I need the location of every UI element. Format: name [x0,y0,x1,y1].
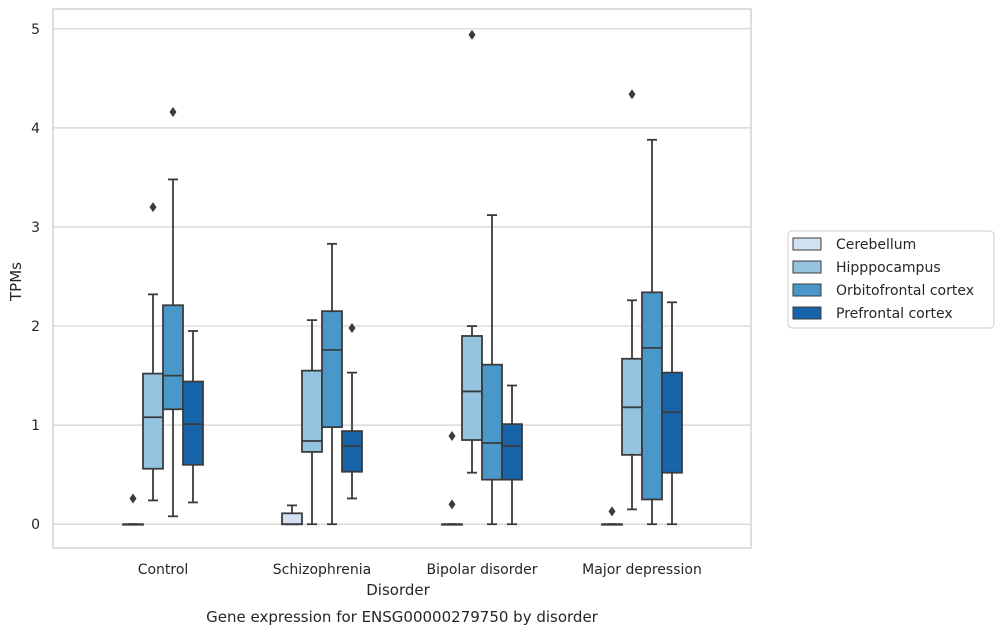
y-axis-ticks: 0 1 2 3 4 5 [31,22,40,533]
y-tick-label: 1 [31,418,40,434]
box-body [142,372,164,470]
box-hipppocampus-2 [461,29,483,474]
outlier-point [129,493,137,504]
box-body [281,512,303,526]
x-tick-label: Control [138,562,189,578]
legend-swatch [792,283,822,297]
outlier-point [468,29,476,40]
plot-frame [52,8,752,549]
box-body [641,291,663,501]
legend-frame [787,230,995,329]
box-cerebellum-0 [122,493,144,526]
outlier-point [169,107,177,118]
box-cerebellum-3 [601,506,623,526]
y-tick-label: 2 [31,319,40,335]
box-prefrontal-cortex-0 [182,330,204,504]
outlier-point [448,499,456,510]
box-hipppocampus-1 [301,319,323,526]
box-body [661,371,683,474]
box-cerebellum-2 [441,431,463,526]
box-prefrontal-cortex-3 [661,301,683,526]
plot-area [122,29,683,526]
outlier-point [149,202,157,213]
box-orbitofrontal-cortex-2 [481,214,503,526]
y-tick-label: 5 [31,22,40,38]
legend-label: Orbitofrontal cortex [836,283,974,299]
box-orbitofrontal-cortex-1 [321,242,343,526]
x-tick-label: Bipolar disorder [426,562,537,578]
box-orbitofrontal-cortex-0 [162,107,184,518]
box-prefrontal-cortex-1 [341,323,363,500]
y-tick-label: 4 [31,121,40,137]
box-body [481,363,503,481]
legend-swatch [792,260,822,274]
legend-label: Prefrontal cortex [836,306,953,322]
legend-label: Hipppocampus [836,260,941,276]
box-prefrontal-cortex-2 [501,384,523,526]
x-tick-label: Major depression [582,562,702,578]
box-body [162,304,184,411]
box-body [501,423,523,481]
outlier-point [348,323,356,334]
box-body [341,430,363,473]
box-cerebellum-1 [281,504,303,526]
legend-swatch [792,306,822,320]
legend: Cerebellum Hipppocampus Orbitofrontal cort… [787,230,995,329]
box-hipppocampus-3 [621,89,643,511]
outlier-point [608,506,616,517]
chart-caption: Gene expression for ENSG00000279750 by d… [206,608,599,626]
legend-label: Cerebellum [836,237,916,253]
x-tick-label: Schizophrenia [273,562,371,578]
x-axis-ticks: Control Schizophrenia Bipolar disorder Majo… [138,562,702,578]
box-hipppocampus-0 [142,202,164,502]
outlier-point [448,431,456,442]
box-body [461,335,483,441]
x-axis-label: Disorder [366,581,430,599]
y-tick-label: 0 [31,517,40,533]
y-tick-label: 3 [31,220,40,236]
box-orbitofrontal-cortex-3 [641,138,663,526]
box-body [301,369,323,453]
box-body [321,310,343,429]
outlier-point [628,89,636,100]
y-axis-label: TPMs [7,262,25,302]
box-body [182,380,204,466]
legend-swatch [792,237,822,251]
